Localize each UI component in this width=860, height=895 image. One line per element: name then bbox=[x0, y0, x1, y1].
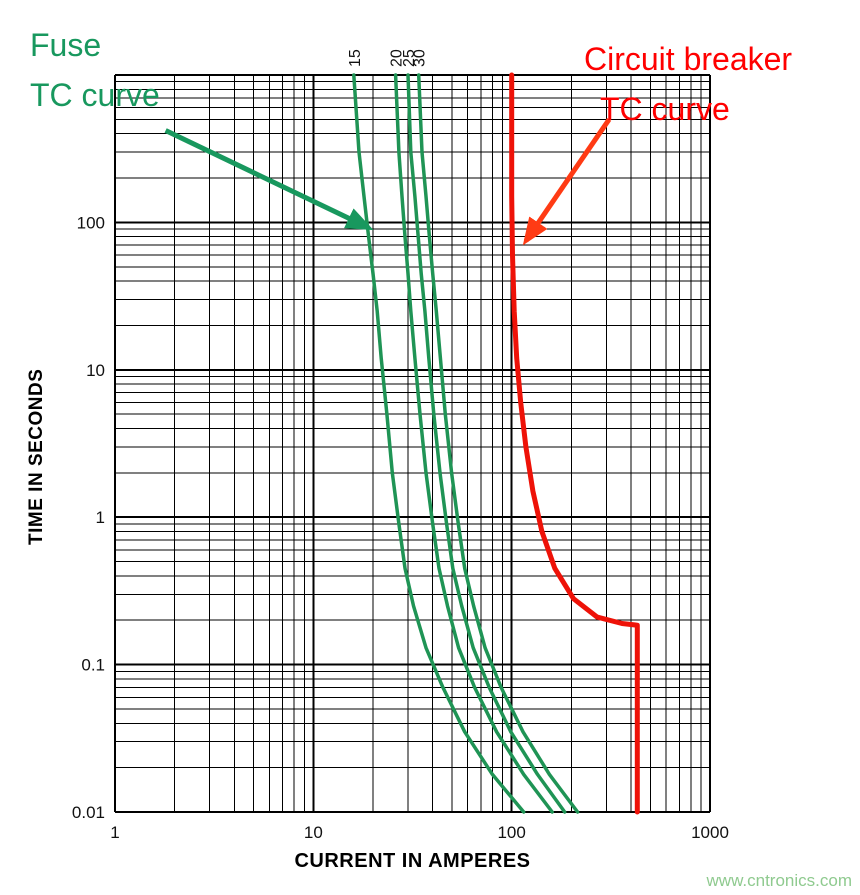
fuse-annotation-line1: Fuse bbox=[30, 27, 102, 63]
y-tick-label: 0.01 bbox=[72, 803, 105, 822]
breaker-annotation-line2: TC curve bbox=[600, 91, 730, 127]
curve-breaker bbox=[509, 72, 640, 815]
y-tick-label: 1 bbox=[96, 508, 105, 527]
curve-label-20: 20 bbox=[389, 49, 406, 67]
x-tick-label: 100 bbox=[497, 823, 525, 842]
breaker-arrow bbox=[522, 117, 612, 246]
x-tick-label: 10 bbox=[304, 823, 323, 842]
x-axis-title: CURRENT IN AMPERES bbox=[294, 850, 531, 872]
curve-20 bbox=[393, 73, 554, 814]
y-axis-title: TIME IN SECONDS bbox=[26, 368, 47, 545]
y-tick-label: 10 bbox=[86, 361, 105, 380]
curve-30 bbox=[416, 73, 580, 814]
fuse-annotation: Fuse TC curve bbox=[30, 20, 160, 120]
breaker-annotation-line1: Circuit breaker bbox=[584, 41, 793, 77]
breaker-annotation: Circuit breaker TC curve bbox=[584, 34, 792, 134]
y-tick-label: 0.1 bbox=[81, 656, 105, 675]
fuse-arrow bbox=[164, 128, 374, 231]
curve-label-30: 30 bbox=[412, 49, 429, 67]
curve-15 bbox=[352, 73, 526, 814]
y-tick-label: 100 bbox=[77, 213, 105, 232]
curve-label-15: 15 bbox=[347, 49, 364, 67]
curve-25 bbox=[406, 73, 567, 814]
x-tick-label: 1 bbox=[110, 823, 119, 842]
x-tick-label: 1000 bbox=[691, 823, 729, 842]
watermark: www.cntronics.com bbox=[706, 871, 852, 890]
curve-label-25: 25 bbox=[401, 49, 418, 67]
fuse-annotation-line2: TC curve bbox=[30, 77, 160, 113]
